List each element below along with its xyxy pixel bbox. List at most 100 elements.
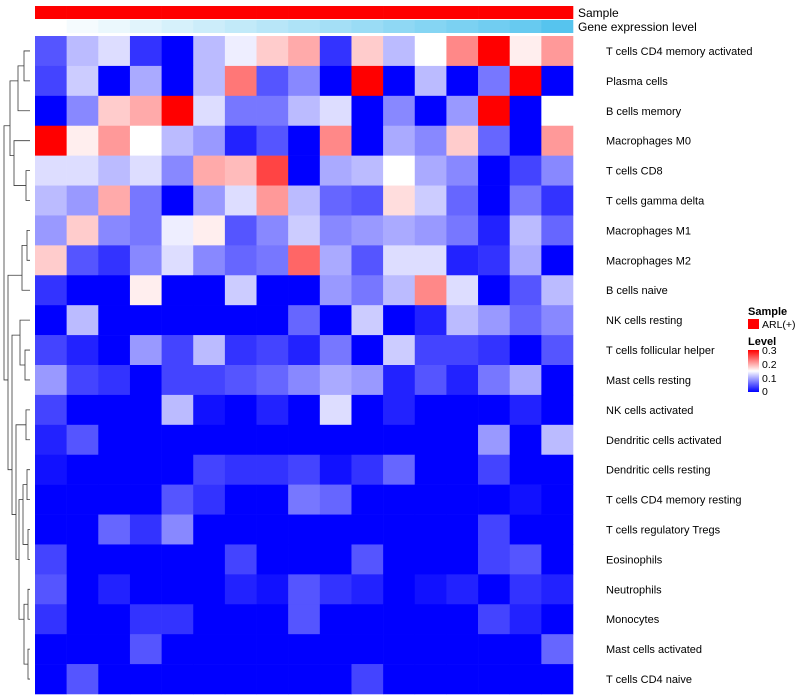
sample-track-cell bbox=[66, 6, 99, 19]
heatmap-cell bbox=[288, 155, 321, 186]
heatmap-cell bbox=[414, 544, 447, 575]
heatmap-cell bbox=[35, 215, 67, 246]
gene-expression-track-cell bbox=[478, 20, 511, 33]
heatmap-cell bbox=[256, 125, 289, 156]
heatmap-cell bbox=[193, 634, 226, 665]
heatmap-cell bbox=[509, 155, 542, 186]
heatmap-cell bbox=[509, 484, 542, 515]
heatmap-cell bbox=[66, 365, 99, 396]
heatmap-cell bbox=[414, 484, 447, 515]
heatmap-cell bbox=[446, 245, 479, 276]
dendrogram-branch bbox=[27, 648, 30, 680]
heatmap-cell bbox=[541, 36, 574, 67]
heatmap-cell bbox=[541, 394, 574, 426]
heatmap-cell bbox=[98, 185, 131, 216]
heatmap-cell bbox=[478, 424, 511, 456]
dendrogram-branch bbox=[9, 80, 18, 157]
heatmap-cell bbox=[541, 65, 574, 97]
heatmap-cell bbox=[351, 245, 384, 276]
heatmap-cell bbox=[98, 215, 131, 246]
heatmap-cell bbox=[129, 155, 162, 186]
heatmap-cell bbox=[414, 394, 447, 426]
sample-track-cell bbox=[509, 6, 542, 19]
heatmap-cell bbox=[66, 664, 99, 695]
heatmap-cell bbox=[541, 215, 574, 246]
heatmap-cell bbox=[288, 574, 321, 605]
sample-track-cell bbox=[288, 6, 321, 19]
heatmap-cell bbox=[446, 484, 479, 515]
heatmap-cell bbox=[224, 125, 257, 156]
heatmap-cell bbox=[319, 65, 352, 97]
heatmap-cell bbox=[541, 95, 574, 127]
dendrogram-branch bbox=[7, 274, 22, 471]
heatmap-cell bbox=[193, 394, 226, 426]
heatmap-cell bbox=[478, 245, 511, 276]
heatmap-cell bbox=[351, 215, 384, 246]
heatmap-cell bbox=[541, 275, 574, 306]
heatmap-cell bbox=[224, 215, 257, 246]
heatmap-cell bbox=[224, 245, 257, 276]
gene-expression-track-cell bbox=[383, 20, 416, 33]
heatmap-cell bbox=[478, 544, 511, 575]
heatmap-cell bbox=[193, 365, 226, 396]
heatmap-cell bbox=[319, 305, 352, 336]
heatmap-cell bbox=[193, 245, 226, 276]
heatmap-cell bbox=[319, 215, 352, 246]
heatmap-cell bbox=[35, 604, 67, 635]
heatmap-cell bbox=[446, 215, 479, 246]
heatmap-cell bbox=[383, 454, 416, 485]
heatmap-cell bbox=[383, 275, 416, 306]
heatmap-cell bbox=[446, 544, 479, 575]
heatmap-cell bbox=[478, 275, 511, 306]
heatmap-cell bbox=[541, 574, 574, 605]
row-label: Mast cells activated bbox=[606, 644, 702, 656]
row-label: B cells memory bbox=[606, 106, 682, 118]
heatmap-cell bbox=[541, 424, 574, 456]
heatmap-cell bbox=[319, 365, 352, 396]
heatmap-cell bbox=[66, 245, 99, 276]
heatmap-cell bbox=[129, 275, 162, 306]
annotation-tracks bbox=[35, 6, 574, 33]
heatmap-cell bbox=[161, 36, 194, 67]
heatmap-cell bbox=[256, 365, 289, 396]
heatmap-cell bbox=[66, 95, 99, 127]
heatmap-cell bbox=[224, 394, 257, 426]
heatmap-cell bbox=[288, 125, 321, 156]
heatmap-cell bbox=[35, 305, 67, 336]
legend-level-title: Level bbox=[748, 336, 776, 348]
heatmap-cell bbox=[541, 365, 574, 396]
heatmap-cell bbox=[319, 36, 352, 67]
heatmap-cell bbox=[541, 125, 574, 156]
heatmap-cell bbox=[129, 604, 162, 635]
heatmap-cell bbox=[256, 574, 289, 605]
heatmap-cell bbox=[224, 484, 257, 515]
sample-track-cell bbox=[224, 6, 257, 19]
heatmap-cell bbox=[509, 634, 542, 665]
heatmap-cell bbox=[161, 634, 194, 665]
heatmap-cell bbox=[66, 544, 99, 575]
heatmap-cell bbox=[414, 275, 447, 306]
heatmap-cell bbox=[383, 544, 416, 575]
heatmap-cell bbox=[319, 664, 352, 695]
heatmap-cell bbox=[193, 604, 226, 635]
heatmap-cell bbox=[98, 125, 131, 156]
heatmap-cell bbox=[193, 454, 226, 485]
row-label: T cells CD4 memory activated bbox=[606, 46, 753, 58]
heatmap-cell bbox=[383, 604, 416, 635]
heatmap-cell bbox=[351, 484, 384, 515]
sample-track-cell bbox=[446, 6, 479, 19]
heatmap-cell bbox=[478, 95, 511, 127]
heatmap-cell bbox=[319, 275, 352, 306]
gene-expression-track-label: Gene expression level bbox=[578, 20, 697, 34]
heatmap-cell bbox=[288, 65, 321, 97]
row-label: Macrophages M2 bbox=[606, 255, 691, 267]
heatmap-cell bbox=[383, 95, 416, 127]
heatmap-cell bbox=[319, 245, 352, 276]
heatmap-cell bbox=[256, 664, 289, 695]
heatmap-cell bbox=[66, 125, 99, 156]
heatmap-cell bbox=[414, 125, 447, 156]
heatmap-cell bbox=[383, 574, 416, 605]
heatmap-cell bbox=[383, 185, 416, 216]
heatmap-cell bbox=[509, 574, 542, 605]
heatmap-cell bbox=[383, 484, 416, 515]
